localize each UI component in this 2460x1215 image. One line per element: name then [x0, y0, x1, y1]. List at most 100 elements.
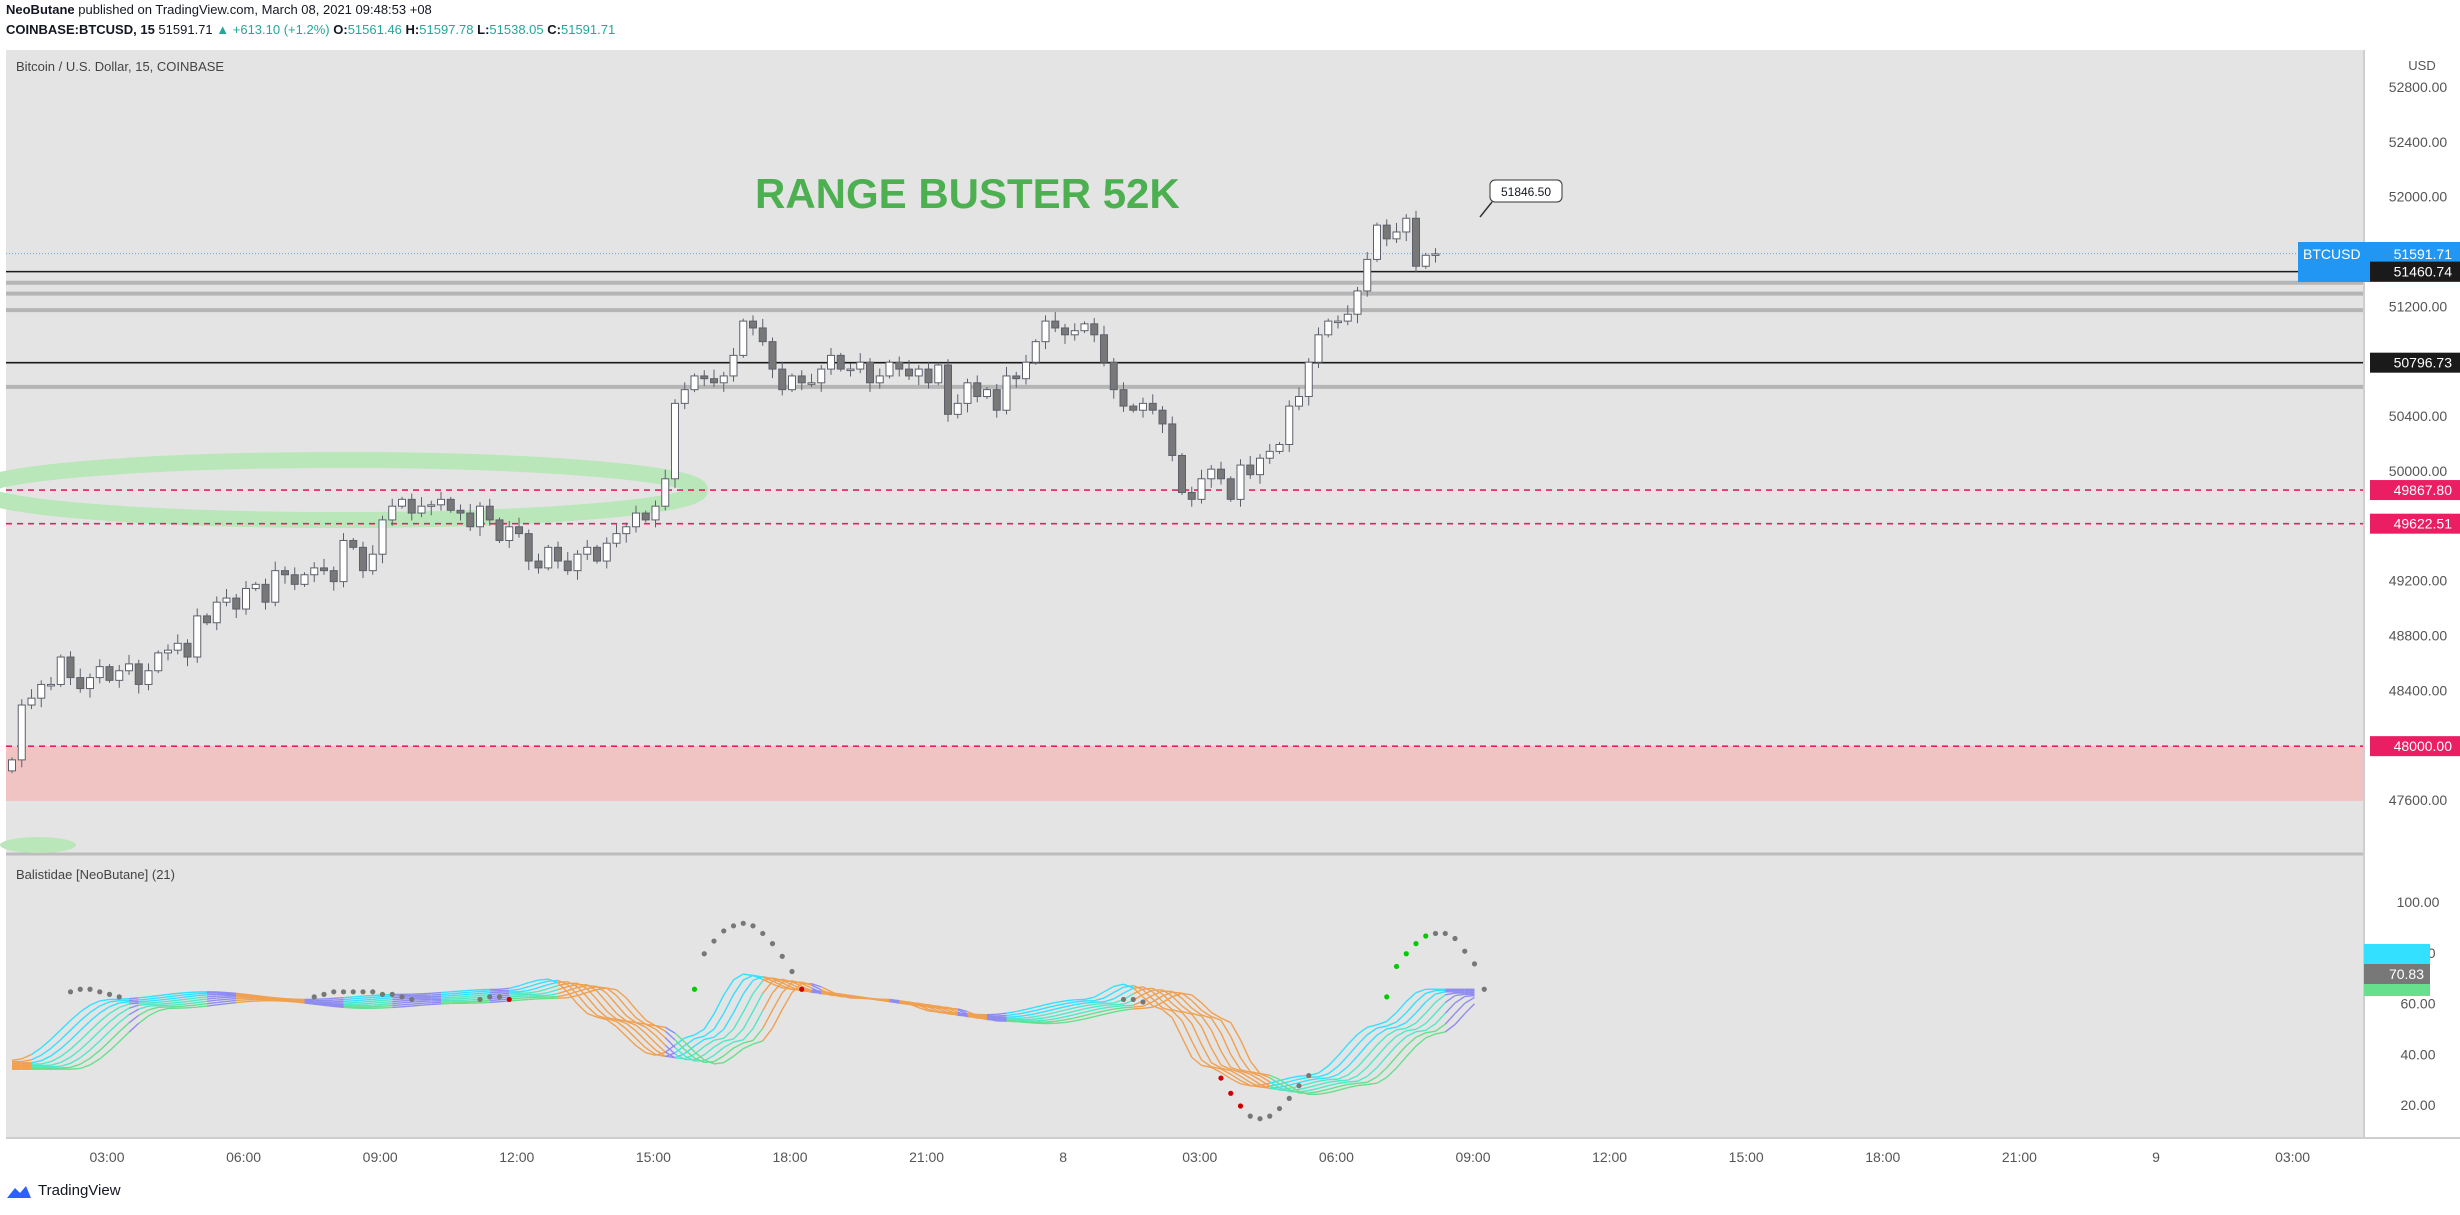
candle[interactable] — [710, 369, 718, 387]
indicator-value-badge[interactable]: 70.83 — [2364, 964, 2430, 984]
candle[interactable] — [1168, 416, 1177, 462]
candle[interactable] — [700, 370, 709, 387]
candle[interactable] — [992, 383, 1001, 418]
candle[interactable] — [554, 541, 562, 569]
candle[interactable] — [1275, 442, 1284, 454]
candle[interactable] — [56, 654, 65, 687]
candle[interactable] — [593, 544, 601, 564]
candle[interactable] — [1197, 469, 1206, 504]
candle[interactable] — [466, 504, 475, 531]
candle[interactable] — [437, 491, 445, 511]
candle[interactable] — [544, 544, 553, 571]
candle[interactable] — [456, 504, 465, 521]
candle[interactable] — [378, 515, 387, 564]
candle[interactable] — [173, 634, 182, 655]
candle[interactable] — [944, 359, 952, 422]
candle[interactable] — [534, 553, 543, 574]
candle[interactable] — [47, 677, 55, 691]
candle[interactable] — [846, 363, 855, 377]
price-pane[interactable] — [6, 50, 2363, 853]
range-buster-annotation[interactable]: RANGE BUSTER 52K — [755, 170, 1180, 217]
candle[interactable] — [1265, 443, 1274, 464]
candle[interactable] — [1421, 252, 1430, 269]
candle[interactable] — [349, 538, 358, 550]
candle[interactable] — [1187, 486, 1196, 507]
chart-canvas[interactable]: 52800.00 52400.00 52000.00 51200.00 50400.00… — [0, 0, 2460, 1182]
candle[interactable] — [807, 373, 816, 387]
candle[interactable] — [729, 347, 738, 382]
level-badge[interactable]: 51460.74 — [2370, 261, 2460, 282]
candle[interactable] — [1178, 453, 1186, 495]
candle[interactable] — [144, 663, 153, 691]
candle[interactable] — [310, 562, 319, 583]
candle[interactable] — [866, 358, 874, 392]
candle[interactable] — [1158, 406, 1167, 433]
candle[interactable] — [885, 359, 894, 379]
candle[interactable] — [476, 502, 484, 536]
candle[interactable] — [983, 387, 991, 399]
candle[interactable] — [251, 581, 260, 591]
candle[interactable] — [8, 757, 16, 774]
candle[interactable] — [212, 596, 221, 631]
candle[interactable] — [1012, 371, 1021, 388]
candle[interactable] — [827, 347, 835, 375]
candle[interactable] — [641, 510, 650, 523]
candle[interactable] — [1324, 318, 1333, 338]
candle[interactable] — [320, 558, 328, 575]
candle[interactable] — [1022, 354, 1030, 385]
price-callout[interactable]: 51846.50 — [1479, 179, 1563, 218]
candle[interactable] — [895, 356, 904, 377]
candle[interactable] — [300, 572, 309, 587]
candle[interactable] — [329, 566, 338, 591]
level-badge[interactable]: 50796.73 — [2370, 352, 2460, 373]
candle[interactable] — [1353, 286, 1362, 324]
candle[interactable] — [1226, 476, 1235, 502]
candle[interactable] — [524, 529, 533, 571]
candle[interactable] — [758, 318, 767, 346]
candle[interactable] — [632, 505, 640, 533]
candle[interactable] — [1041, 315, 1050, 350]
candle[interactable] — [515, 517, 523, 538]
candle[interactable] — [680, 382, 689, 410]
candle[interactable] — [1139, 397, 1147, 418]
candle[interactable] — [1002, 366, 1011, 415]
candle[interactable] — [125, 654, 133, 675]
candle[interactable] — [339, 533, 348, 588]
candle[interactable] — [1295, 387, 1303, 411]
candle[interactable] — [485, 498, 494, 526]
candle[interactable] — [222, 589, 231, 607]
candle[interactable] — [1246, 456, 1255, 479]
candle[interactable] — [1431, 248, 1440, 263]
candle[interactable] — [95, 659, 104, 684]
candle[interactable] — [856, 353, 865, 374]
candle[interactable] — [407, 493, 416, 521]
candle[interactable] — [778, 361, 787, 396]
tradingview-footer[interactable]: TradingView — [6, 1182, 121, 1199]
candle[interactable] — [836, 352, 845, 372]
candle[interactable] — [154, 650, 163, 674]
candle[interactable] — [242, 581, 250, 615]
candle[interactable] — [749, 315, 757, 336]
candle[interactable] — [905, 360, 913, 381]
candle[interactable] — [1148, 394, 1157, 415]
candle[interactable] — [573, 550, 582, 580]
candle[interactable] — [417, 497, 426, 518]
candle[interactable] — [602, 537, 611, 569]
candle[interactable] — [1412, 210, 1420, 273]
candle[interactable] — [1236, 459, 1245, 507]
candle[interactable] — [86, 673, 94, 698]
author-name[interactable]: NeoButane — [6, 2, 75, 17]
candle[interactable] — [1207, 465, 1216, 488]
candle[interactable] — [817, 364, 826, 392]
candle[interactable] — [359, 541, 367, 579]
candle[interactable] — [622, 522, 631, 543]
candle[interactable] — [193, 608, 202, 663]
candle[interactable] — [1090, 318, 1099, 343]
candle[interactable] — [1334, 315, 1342, 329]
candle[interactable] — [203, 613, 211, 626]
candle[interactable] — [1129, 403, 1138, 413]
candle[interactable] — [612, 524, 621, 548]
candle[interactable] — [17, 699, 26, 768]
candle[interactable] — [583, 539, 592, 560]
candle[interactable] — [1061, 323, 1069, 344]
